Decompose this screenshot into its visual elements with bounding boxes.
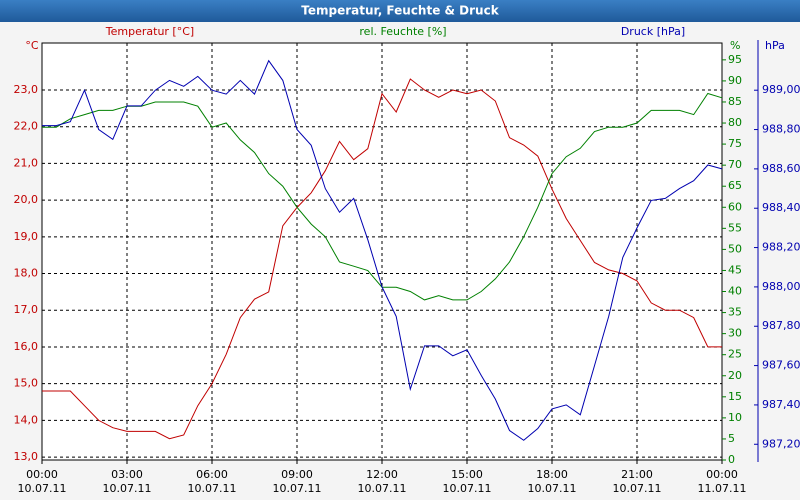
x-tick-label: 15:00 — [451, 468, 483, 481]
y-tick-label: 22,0 — [14, 120, 39, 133]
y2-tick-label: 70 — [728, 158, 742, 171]
x-tick-date: 10.07.11 — [613, 482, 662, 495]
y2-tick-label: 90 — [728, 74, 742, 87]
x-tick-date: 10.07.11 — [443, 482, 492, 495]
y-tick-label: 23,0 — [14, 83, 39, 96]
y-tick-label: 21,0 — [14, 156, 39, 169]
y2-tick-label: 80 — [728, 116, 742, 129]
plot-area — [41, 42, 723, 461]
x-tick-label: 00:00 — [26, 468, 58, 481]
y-tick-label: 18,0 — [14, 267, 39, 280]
x-tick-label: 21:00 — [621, 468, 653, 481]
y-tick-label: 14,0 — [14, 413, 39, 426]
x-tick-label: 03:00 — [111, 468, 143, 481]
y3-tick-label: 988,00 — [762, 280, 800, 293]
y2-tick-label: 75 — [728, 137, 742, 150]
x-tick-date: 10.07.11 — [358, 482, 407, 495]
y3-tick-label: 987,60 — [762, 359, 800, 372]
y-tick-label: 16,0 — [14, 340, 39, 353]
y-tick-label: 15,0 — [14, 377, 39, 390]
chart-title: Temperatur, Feuchte & Druck — [301, 4, 499, 18]
series-line — [42, 78, 722, 440]
x-tick-label: 12:00 — [366, 468, 398, 481]
y2-tick-label: 85 — [728, 95, 742, 108]
x-tick-date: 10.07.11 — [273, 482, 322, 495]
y2-tick-label: 35 — [728, 306, 742, 319]
y2-tick-label: 65 — [728, 179, 742, 192]
title-bar — [0, 0, 800, 22]
y3-tick-label: 989,00 — [762, 83, 800, 96]
y2-tick-label: 20 — [728, 369, 742, 382]
y3-tick-label: 987,40 — [762, 398, 800, 411]
y-tick-label: 19,0 — [14, 230, 39, 243]
y3-unit: hPa — [765, 39, 785, 52]
y3-tick-label: 988,60 — [762, 162, 800, 175]
y2-tick-label: 55 — [728, 221, 742, 234]
y2-tick-label: 60 — [728, 200, 742, 213]
x-tick-date: 10.07.11 — [528, 482, 577, 495]
x-tick-date: 10.07.11 — [18, 482, 67, 495]
y2-tick-label: 45 — [728, 263, 742, 276]
series-name: Druck [hPa] — [621, 25, 685, 38]
series-name: Temperatur [°C] — [105, 25, 194, 38]
y2-tick-label: 50 — [728, 242, 742, 255]
x-tick-label: 06:00 — [196, 468, 228, 481]
y2-tick-label: 10 — [728, 411, 742, 424]
x-tick-date: 10.07.11 — [103, 482, 152, 495]
y3-tick-label: 988,40 — [762, 201, 800, 214]
y2-tick-label: 15 — [728, 390, 742, 403]
y-tick-label: 17,0 — [14, 303, 39, 316]
y2-tick-label: 95 — [728, 53, 742, 66]
x-tick-date: 10.07.11 — [188, 482, 237, 495]
y3-tick-label: 987,80 — [762, 319, 800, 332]
x-tick-label: 18:00 — [536, 468, 568, 481]
series-name: rel. Feuchte [%] — [359, 25, 446, 38]
series-line — [42, 59, 723, 441]
x-tick-label: 00:00 — [706, 468, 738, 481]
y-tick-label: 20,0 — [14, 193, 39, 206]
y2-tick-label: 0 — [728, 453, 735, 466]
y3-tick-label: 988,20 — [762, 241, 800, 254]
y3-tick-label: 988,80 — [762, 123, 800, 136]
y2-unit: % — [730, 39, 740, 52]
y2-tick-label: 40 — [728, 285, 742, 298]
y3-tick-label: 987,20 — [762, 437, 800, 450]
x-tick-date: 11.07.11 — [698, 482, 747, 495]
x-tick-label: 09:00 — [281, 468, 313, 481]
y2-tick-label: 30 — [728, 327, 742, 340]
y-tick-label: 13,0 — [14, 450, 39, 463]
y2-tick-label: 25 — [728, 348, 742, 361]
y2-tick-label: 5 — [728, 432, 735, 445]
y-unit: °C — [25, 39, 39, 52]
